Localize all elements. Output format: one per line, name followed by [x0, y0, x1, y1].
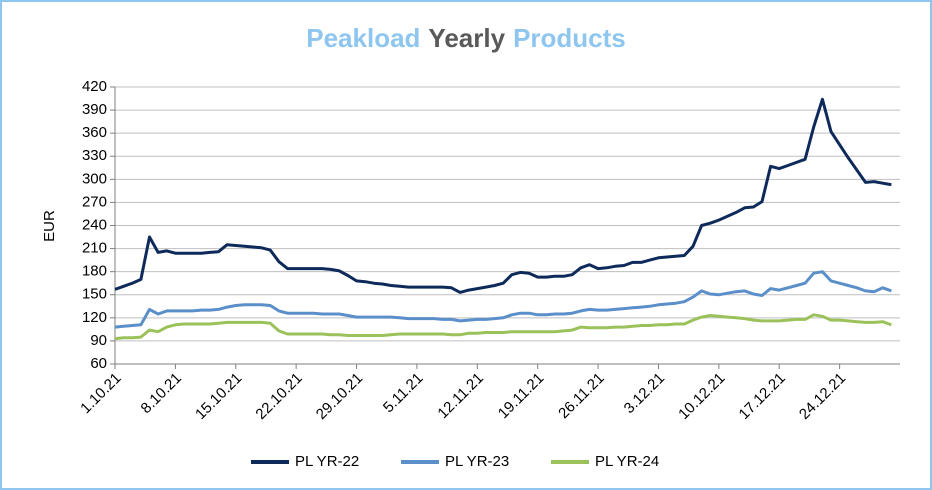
y-tick-label: 360 [82, 124, 107, 141]
legend-label: PL YR-24 [595, 453, 659, 470]
y-tick-label: 210 [82, 240, 107, 257]
y-tick-label: 420 [82, 78, 107, 95]
y-tick-label: 270 [82, 193, 107, 210]
series-line [114, 270, 892, 329]
title-word: Products [513, 23, 626, 53]
chart-title: Peakload Yearly Products [306, 23, 626, 53]
y-tick-label: 60 [90, 355, 107, 372]
title-word: Yearly [428, 23, 505, 53]
y-tick-label: 180 [82, 263, 107, 280]
title-word: Peakload [306, 23, 420, 53]
legend-label: PL YR-23 [445, 453, 509, 470]
y-tick-label: 240 [82, 216, 107, 233]
y-tick-label: 330 [82, 147, 107, 164]
legend-label: PL YR-22 [295, 453, 359, 470]
y-tick-label: 150 [82, 286, 107, 303]
y-tick-label: 90 [90, 332, 107, 349]
y-tick-label: 120 [82, 309, 107, 326]
y-axis-label: EUR [41, 210, 58, 242]
y-tick-label: 390 [82, 101, 107, 118]
series-line [114, 313, 892, 341]
y-tick-label: 300 [82, 170, 107, 187]
series-line [114, 97, 892, 294]
